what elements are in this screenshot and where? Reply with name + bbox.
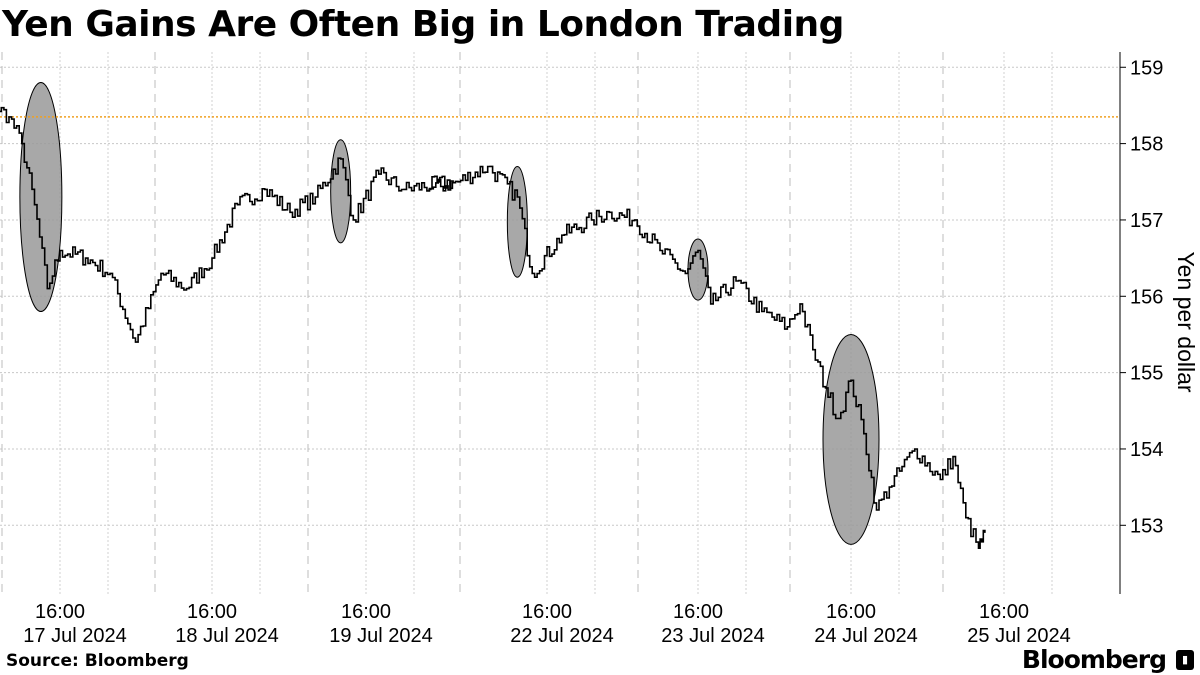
y-axis: 153 154 155 156 157 158 159 [1119, 52, 1163, 594]
y-tick-label: 156 [1130, 286, 1163, 308]
bloomberg-logo: Bloomberg [1021, 645, 1167, 674]
grid [0, 52, 1120, 594]
y-tick-label: 154 [1130, 439, 1163, 461]
x-tick-date: 19 Jul 2024 [329, 625, 432, 647]
series-line [0, 106, 454, 343]
series-line [428, 165, 986, 549]
x-tick-date: 24 Jul 2024 [814, 625, 917, 647]
x-tick-time: 16:00 [522, 601, 572, 623]
terminal-icon: ▮ [1176, 650, 1194, 670]
chart-title: Yen Gains Are Often Big in London Tradin… [2, 4, 844, 45]
y-axis-title: Yen per dollar [1173, 251, 1199, 392]
highlight-ellipse [19, 82, 63, 313]
price-series [0, 106, 986, 549]
x-tick-time: 16:00 [35, 601, 85, 623]
x-tick-time: 16:00 [187, 601, 237, 623]
source-note: Source: Bloomberg [6, 651, 189, 671]
x-tick-time: 16:00 [826, 601, 876, 623]
x-tick-date: 17 Jul 2024 [23, 625, 126, 647]
x-tick-date: 22 Jul 2024 [510, 625, 613, 647]
y-tick-label: 157 [1130, 210, 1163, 232]
highlight-ellipses [19, 82, 880, 545]
x-tick-date: 18 Jul 2024 [175, 625, 278, 647]
x-tick-date: 25 Jul 2024 [967, 625, 1070, 647]
highlight-ellipse [822, 333, 880, 545]
highlight-ellipse [330, 139, 352, 244]
x-tick-time: 16:00 [673, 601, 723, 623]
x-tick-time: 16:00 [341, 601, 391, 623]
x-tick-date: 23 Jul 2024 [661, 625, 764, 647]
y-tick-label: 158 [1130, 134, 1163, 156]
y-tick-label: 155 [1130, 363, 1163, 385]
y-tick-label: 159 [1130, 57, 1163, 79]
x-tick-time: 16:00 [979, 601, 1029, 623]
y-tick-label: 153 [1130, 515, 1163, 537]
day-separators [1, 52, 944, 594]
